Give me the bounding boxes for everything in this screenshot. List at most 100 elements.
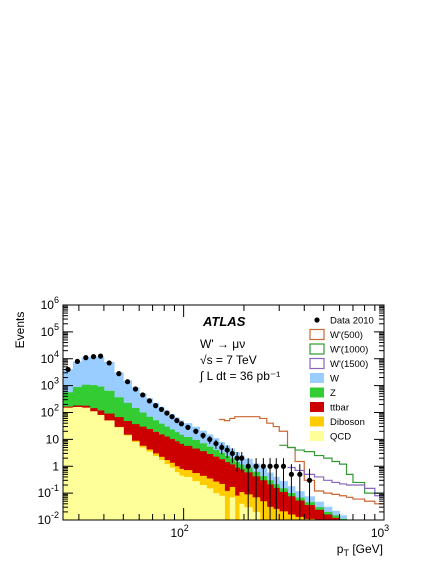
legend-item-data-2010: Data 2010 [314,316,374,327]
legend-label: QCD [330,432,351,443]
signal-line-w-1000- [279,444,384,494]
legend-swatch [310,387,324,398]
legend-swatch [310,402,324,412]
plot-area [63,353,384,520]
hist-bar-qcd [212,493,220,520]
atlas-label: ATLAS [202,314,246,329]
legend-label: Data 2010 [330,316,374,327]
y-tick-label: 102 [41,403,59,420]
hist-bar-qcd [152,456,159,520]
data-point [169,414,175,420]
data-point [260,463,266,469]
legend-label: W'(1000) [330,345,368,356]
hist-bar-qcd [72,407,83,520]
hist-bar-qcd [183,476,193,520]
hist-bar-qcd [179,475,185,520]
data-point [83,355,89,361]
data-point [306,477,313,483]
data-point [174,417,180,424]
data-point [253,463,259,469]
legend-item-w-1500: W'(1500) [309,357,368,370]
data-point [106,360,112,366]
hist-bar-ttbar [323,514,333,520]
y-tick-label: 10 [46,432,60,446]
signal-line-w-1500- [287,466,384,497]
hist-bar-diboson [224,490,231,520]
data-point [164,410,170,416]
hist-bar-qcd [169,467,175,520]
data-point [229,450,235,457]
hist-bar-qcd [174,472,180,520]
data-point [158,406,165,413]
legend-marker [314,317,320,323]
data-point [97,353,104,359]
data-point [193,428,199,434]
y-tick-label: 103 [41,376,59,393]
hist-bar-qcd [89,411,98,520]
hist-bar-z [331,515,340,520]
data-point [90,354,97,360]
legend-swatch [309,343,325,355]
x-axis-label: pT [GeV] [337,542,383,558]
legend-item-z: Z [310,387,336,399]
hist-bar-qcd [103,420,115,520]
hist-bar-qcd [229,497,236,520]
data-point [239,455,245,461]
data-point [273,463,279,469]
data-point [185,424,191,430]
legend-swatch [309,328,325,341]
legend-item-ttbar: ttbar [310,402,349,414]
hist-bar-diboson [234,495,240,520]
data-point [124,379,131,385]
data-point [74,358,81,364]
data-point [267,463,273,469]
data-point [219,444,225,451]
hist-bar-qcd [239,503,245,520]
legend-label: W'(1500) [330,359,368,370]
data-point [297,471,303,477]
hist-bar-qcd [131,441,140,520]
data-point [153,403,159,409]
hist-bar-qcd [206,488,214,520]
energy-label: √s = 7 TeV [200,353,257,367]
legend-item-w-1000: W'(1000) [309,343,368,356]
data-point [65,366,71,373]
legend-swatch [310,431,324,441]
hist-bar-qcd [158,460,165,520]
hist-bar-w [339,515,347,520]
hist-bar-qcd [164,464,170,520]
hist-bar-ttbar [314,509,325,520]
data-point [245,463,251,469]
data-point [234,455,240,461]
hist-bar-qcd [218,495,225,520]
y-tick-label: 105 [41,322,59,339]
plot-content [63,353,384,520]
hist-bar-qcd [81,407,91,520]
legend-item-w: W [310,373,339,385]
y-tick-label: 104 [41,349,59,366]
hist-bar-qcd [191,481,200,520]
legend-label: ttbar [330,403,349,414]
y-tick-label: 1 [52,459,59,473]
x-tick-label: 102 [170,523,188,540]
hist-bar-qcd [114,427,124,520]
legend-label: Z [330,388,336,399]
hist-bar-ttbar [331,517,340,520]
legend-label: W [330,374,339,385]
hist-bar-z [339,518,347,520]
hist-bar-qcd [97,415,105,520]
legend-label: Diboson [330,417,365,428]
data-point [224,447,230,453]
x-axis-label-text: pT [GeV] [337,542,383,558]
data-point [132,386,139,392]
hist-bar-qcd [63,407,74,520]
process-label: W' → μν [200,337,245,351]
data-point [280,463,287,469]
legend-swatch [310,416,324,427]
data-point [288,471,294,477]
hist-bar-qcd [199,485,207,520]
hist-bar-qcd [146,451,153,520]
hist-bar-qcd [139,447,147,520]
data-point [140,392,146,398]
